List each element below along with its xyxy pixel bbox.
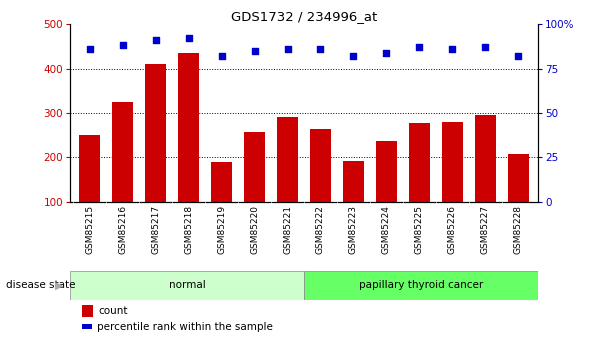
Bar [441, 122, 463, 246]
Text: disease state: disease state [6, 280, 75, 290]
Point [415, 45, 424, 50]
Bar [244, 132, 265, 246]
Bar [79, 135, 100, 246]
Text: GSM85221: GSM85221 [283, 205, 292, 254]
Text: GSM85216: GSM85216 [118, 205, 127, 254]
Point [118, 43, 128, 48]
Point [348, 53, 358, 59]
Point [316, 46, 325, 52]
Point [283, 46, 292, 52]
Text: GSM85217: GSM85217 [151, 205, 160, 254]
Text: percentile rank within the sample: percentile rank within the sample [97, 322, 272, 332]
Bar [508, 154, 529, 246]
Text: normal: normal [168, 280, 206, 290]
Text: GSM85222: GSM85222 [316, 205, 325, 254]
Point [250, 48, 260, 53]
Bar [211, 162, 232, 246]
Title: GDS1732 / 234996_at: GDS1732 / 234996_at [231, 10, 377, 23]
Bar [304, 271, 538, 300]
Point [184, 36, 193, 41]
Bar [145, 64, 167, 246]
Point [513, 53, 523, 59]
Point [480, 45, 490, 50]
Text: count: count [98, 306, 128, 316]
Point [151, 37, 161, 43]
Text: GSM85227: GSM85227 [481, 205, 490, 254]
Text: GSM85218: GSM85218 [184, 205, 193, 254]
Point [382, 50, 392, 55]
Text: GSM85223: GSM85223 [349, 205, 358, 254]
Text: ▶: ▶ [55, 280, 64, 290]
Bar [309, 129, 331, 246]
Bar [112, 102, 133, 246]
Bar [277, 117, 299, 246]
Bar [409, 123, 430, 246]
Bar [178, 53, 199, 246]
Text: GSM85219: GSM85219 [217, 205, 226, 254]
Bar [343, 160, 364, 246]
Text: papillary thyroid cancer: papillary thyroid cancer [359, 280, 483, 290]
Bar [70, 271, 304, 300]
Bar [475, 115, 496, 246]
Text: GSM85220: GSM85220 [250, 205, 259, 254]
Bar [376, 140, 397, 246]
Text: GSM85226: GSM85226 [448, 205, 457, 254]
Text: GSM85215: GSM85215 [85, 205, 94, 254]
Text: GSM85224: GSM85224 [382, 205, 391, 254]
Point [85, 46, 95, 52]
Text: GSM85228: GSM85228 [514, 205, 523, 254]
Text: GSM85225: GSM85225 [415, 205, 424, 254]
Point [216, 53, 226, 59]
Point [447, 46, 457, 52]
